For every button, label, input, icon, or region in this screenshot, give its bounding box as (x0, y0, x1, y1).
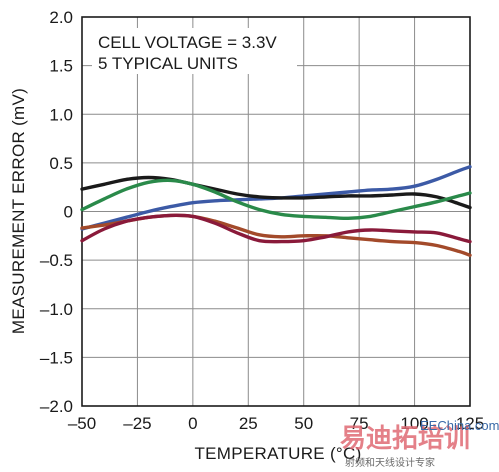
annotation-box (92, 28, 297, 74)
watermark: 易迪拓培训 EEChina.com 射频和天线设计专家 (340, 418, 499, 469)
watermark-subtitle: 射频和天线设计专家 (345, 456, 435, 469)
series-line-4 (80, 213, 472, 257)
series-line-2 (80, 175, 472, 210)
y-tick-label: –1.5 (40, 348, 73, 367)
x-tick-label: 100 (400, 414, 428, 433)
y-tick-label: –2.0 (40, 397, 73, 416)
y-tick-label: 0.5 (49, 154, 73, 173)
x-tick-labels: –50 –25 0 25 50 75 100 125 (68, 414, 484, 433)
x-tick-label: 0 (188, 414, 197, 433)
y-tick-label: 0 (64, 203, 73, 222)
annotation-line-1: CELL VOLTAGE = 3.3V (98, 33, 277, 52)
watermark-brand: 易迪拓培训 (340, 424, 470, 454)
annotation-line-2: 5 TYPICAL UNITS (98, 54, 238, 73)
x-axis-label: TEMPERATURE (°C) (194, 444, 361, 463)
x-tick-label: –50 (68, 414, 96, 433)
series-line-3 (80, 178, 472, 221)
x-tick-label: 75 (350, 414, 369, 433)
watermark-site: EEChina.com (420, 418, 499, 433)
y-tick-labels: 2.0 1.5 1.0 0.5 0 –0.5 –1.0 –1.5 –2.0 (40, 8, 73, 416)
y-tick-label: 2.0 (49, 8, 73, 27)
y-tick-label: –1.0 (40, 300, 73, 319)
series-layer (80, 165, 472, 257)
grid (82, 17, 470, 406)
y-tick-label: 1.5 (49, 57, 73, 76)
x-tick-label: 25 (239, 414, 258, 433)
series-line-5 (80, 213, 472, 244)
y-tick-label: –0.5 (40, 251, 73, 270)
y-axis-label: MEASUREMENT ERROR (mV) (9, 88, 28, 334)
x-tick-label: 50 (294, 414, 313, 433)
plot-frame (81, 16, 471, 407)
x-tick-label: 125 (456, 414, 484, 433)
x-tick-label: –25 (123, 414, 151, 433)
y-tick-label: 1.0 (49, 105, 73, 124)
